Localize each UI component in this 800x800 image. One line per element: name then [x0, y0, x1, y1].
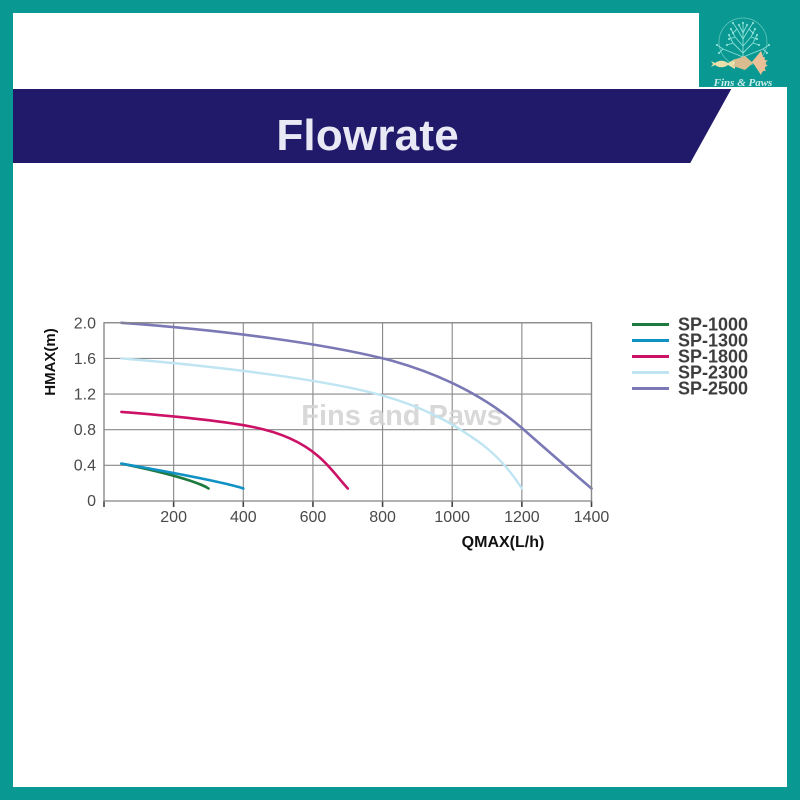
svg-text:1.2: 1.2	[74, 387, 96, 404]
svg-text:800: 800	[369, 509, 396, 526]
svg-text:200: 200	[160, 509, 187, 526]
svg-text:1.6: 1.6	[74, 351, 96, 368]
svg-text:2.0: 2.0	[74, 316, 96, 333]
svg-text:1000: 1000	[434, 509, 470, 526]
svg-text:Fins and Paws: Fins and Paws	[301, 400, 502, 432]
svg-text:1200: 1200	[504, 509, 540, 526]
svg-text:HMAX(m): HMAX(m)	[42, 328, 59, 396]
svg-text:0.4: 0.4	[74, 458, 96, 475]
svg-text:0: 0	[87, 493, 96, 510]
svg-text:QMAX(L/h): QMAX(L/h)	[462, 534, 545, 551]
svg-text:600: 600	[300, 509, 327, 526]
svg-text:1400: 1400	[574, 509, 610, 526]
svg-text:400: 400	[230, 509, 257, 526]
svg-text:SP-2500: SP-2500	[678, 379, 748, 399]
svg-text:0.8: 0.8	[74, 422, 96, 439]
